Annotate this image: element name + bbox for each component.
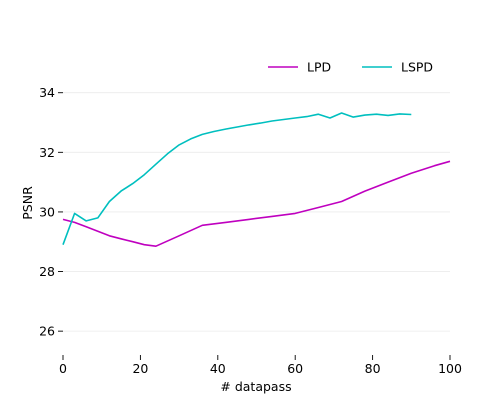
- x-axis-ticks: 0 20 40 60 80 100: [59, 355, 462, 376]
- x-tick-label: 60: [287, 361, 303, 376]
- y-tick-label: 34: [39, 85, 55, 100]
- x-tick-label: 40: [210, 361, 226, 376]
- y-tick-label: 30: [39, 204, 55, 219]
- y-tick-label: 26: [39, 324, 55, 339]
- x-tick-label: 20: [132, 361, 148, 376]
- y-axis-label: PSNR: [20, 186, 35, 220]
- legend-label-lspd: LSPD: [401, 60, 433, 75]
- x-tick-label: 0: [59, 361, 67, 376]
- series-lines: [62, 112, 451, 247]
- y-tick-label: 28: [39, 264, 55, 279]
- x-axis-label: # datapass: [220, 379, 291, 394]
- y-tick-label: 32: [39, 145, 55, 160]
- series-line-lpd: [62, 160, 451, 247]
- y-axis-ticks: 26 28 30 32 34: [39, 85, 63, 339]
- series-line-lspd: [62, 112, 412, 245]
- grid-lines: [63, 92, 450, 332]
- x-tick-label: 100: [438, 361, 462, 376]
- legend: LPD LSPD: [268, 60, 433, 75]
- x-tick-label: 80: [365, 361, 381, 376]
- legend-label-lpd: LPD: [307, 60, 331, 75]
